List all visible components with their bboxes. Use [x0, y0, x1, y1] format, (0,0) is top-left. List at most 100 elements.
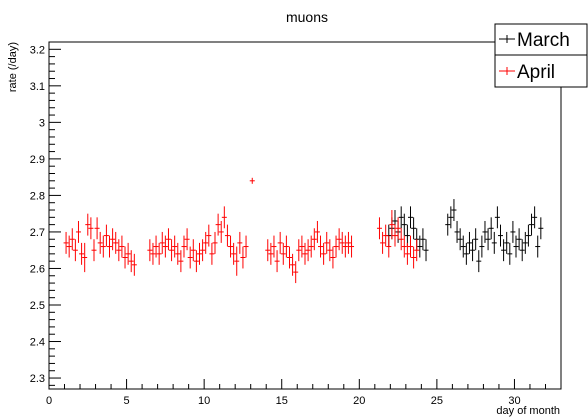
data-point [156, 242, 162, 265]
data-point [234, 246, 240, 276]
data-point [119, 235, 125, 258]
data-point [408, 235, 414, 258]
y-tick-label: 2.3 [30, 373, 45, 385]
data-point [150, 242, 156, 265]
data-point [327, 239, 333, 262]
data-point [271, 235, 277, 258]
data-point [457, 228, 463, 251]
data-point [476, 250, 482, 273]
data-point [342, 235, 348, 258]
data-point [169, 239, 175, 262]
data-point [107, 235, 113, 258]
data-point [504, 231, 510, 254]
data-point [538, 217, 544, 240]
data-point [535, 235, 541, 258]
data-point [178, 250, 184, 273]
chart-title: muons [286, 9, 328, 25]
data-point [519, 239, 525, 262]
data-point [196, 242, 202, 265]
data-point [345, 231, 351, 254]
data-point [401, 213, 407, 236]
data-point [162, 235, 168, 258]
data-point [516, 228, 522, 251]
data-point [491, 231, 497, 254]
y-tick-label: 3 [39, 117, 45, 129]
data-point [190, 239, 196, 262]
data-point [451, 199, 457, 221]
x-axis: 0 5 10 15 20 25 30 [46, 379, 562, 407]
y-tick-label: 2.9 [30, 154, 45, 166]
data-point [116, 239, 122, 262]
data-point [274, 250, 280, 273]
data-point [473, 228, 479, 251]
data-point [525, 224, 531, 247]
data-point [172, 235, 178, 258]
legend-label-march: March [517, 30, 570, 51]
data-point [314, 220, 320, 243]
data-point [398, 206, 404, 229]
data-point [69, 228, 75, 251]
data-point [318, 235, 324, 258]
data-point [389, 210, 395, 240]
x-tick-label: 30 [508, 395, 520, 407]
data-point [100, 235, 106, 258]
data-point [417, 235, 423, 258]
legend-item-april: April [499, 62, 555, 83]
data-point [308, 235, 314, 258]
data-point [376, 217, 382, 240]
data-point [153, 235, 159, 258]
series-march [386, 199, 544, 273]
x-axis-title: day of month [496, 405, 560, 417]
data-point [380, 231, 386, 254]
data-point [398, 228, 404, 251]
y-tick-label: 2.5 [30, 300, 45, 312]
data-point [75, 220, 81, 243]
data-point [97, 231, 103, 254]
data-point [311, 228, 317, 251]
data-point [72, 239, 78, 262]
data-point [79, 242, 85, 265]
data-point [110, 228, 116, 251]
data-point [85, 213, 91, 236]
data-point [296, 239, 302, 262]
data-point [445, 213, 451, 236]
data-point [330, 246, 336, 269]
data-point [206, 224, 212, 247]
data-point [501, 239, 507, 262]
data-point [165, 228, 171, 251]
data-point [286, 246, 292, 269]
data-point [479, 235, 485, 258]
y-axis-title: rate (/day) [7, 42, 19, 92]
data-point [122, 246, 128, 269]
data-point [63, 231, 69, 254]
data-point [411, 217, 417, 240]
data-point [193, 250, 199, 273]
data-point [290, 253, 296, 276]
data-point [187, 246, 193, 269]
data-point [91, 239, 97, 262]
data-point [482, 220, 488, 243]
data-point [265, 239, 271, 262]
data-point [404, 242, 410, 265]
data-point [454, 220, 460, 243]
data-point [448, 206, 454, 229]
data-point [212, 231, 218, 254]
x-tick-label: 10 [198, 395, 210, 407]
data-point [94, 217, 100, 240]
data-point [532, 206, 538, 229]
data-point [293, 261, 299, 284]
data-point [336, 228, 342, 251]
data-point [277, 231, 283, 254]
data-point [386, 235, 392, 258]
data-point [466, 231, 472, 254]
data-point [420, 228, 426, 251]
data-point [510, 220, 516, 243]
x-tick-label: 15 [276, 395, 288, 407]
data-point [401, 235, 407, 258]
x-tick-label: 5 [124, 395, 130, 407]
data-point [283, 235, 289, 258]
data-point [131, 253, 137, 276]
data-point [324, 231, 330, 254]
data-point [392, 224, 398, 247]
